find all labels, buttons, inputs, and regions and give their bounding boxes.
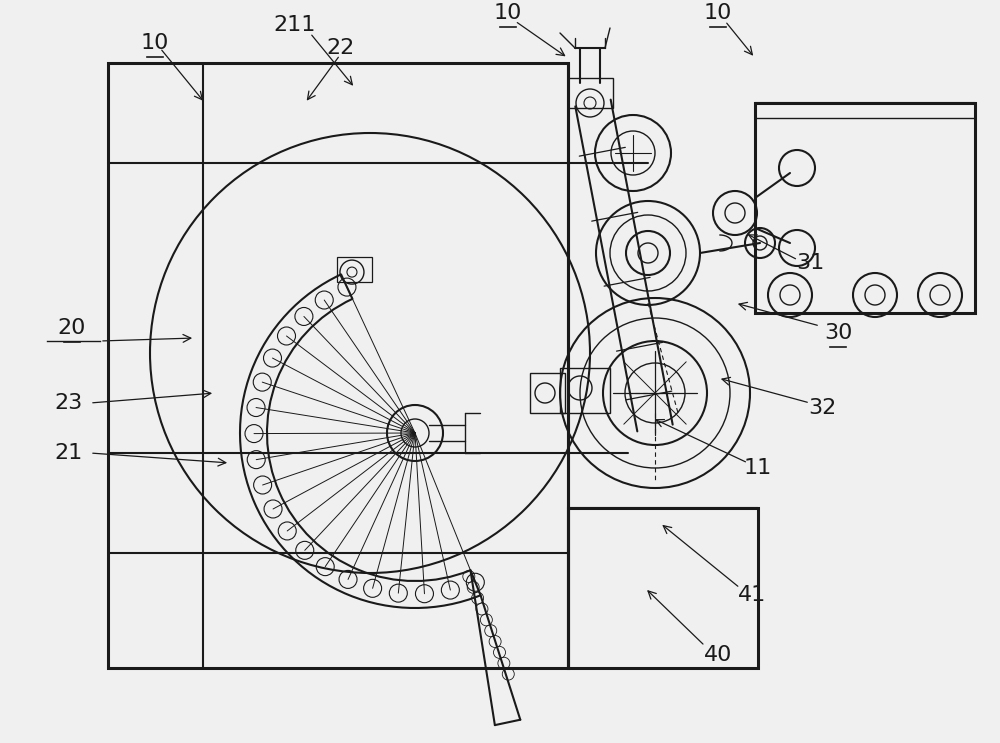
Text: 32: 32 xyxy=(808,398,836,418)
Text: 31: 31 xyxy=(796,253,824,273)
Bar xyxy=(755,103,975,313)
Text: 23: 23 xyxy=(54,393,82,413)
Text: 20: 20 xyxy=(58,318,86,338)
Text: 211: 211 xyxy=(274,15,316,35)
Text: 10: 10 xyxy=(141,33,169,53)
Text: 11: 11 xyxy=(744,458,772,478)
Bar xyxy=(568,508,758,668)
Text: 22: 22 xyxy=(326,38,354,58)
Bar xyxy=(530,373,565,413)
Bar xyxy=(568,78,613,108)
Bar xyxy=(108,63,568,668)
Text: 10: 10 xyxy=(494,3,522,23)
Text: 21: 21 xyxy=(54,443,82,463)
Bar xyxy=(560,368,610,413)
Text: 30: 30 xyxy=(824,323,852,343)
Text: 41: 41 xyxy=(738,585,766,605)
Bar xyxy=(337,257,372,282)
Text: 10: 10 xyxy=(704,3,732,23)
Text: 40: 40 xyxy=(704,645,732,665)
